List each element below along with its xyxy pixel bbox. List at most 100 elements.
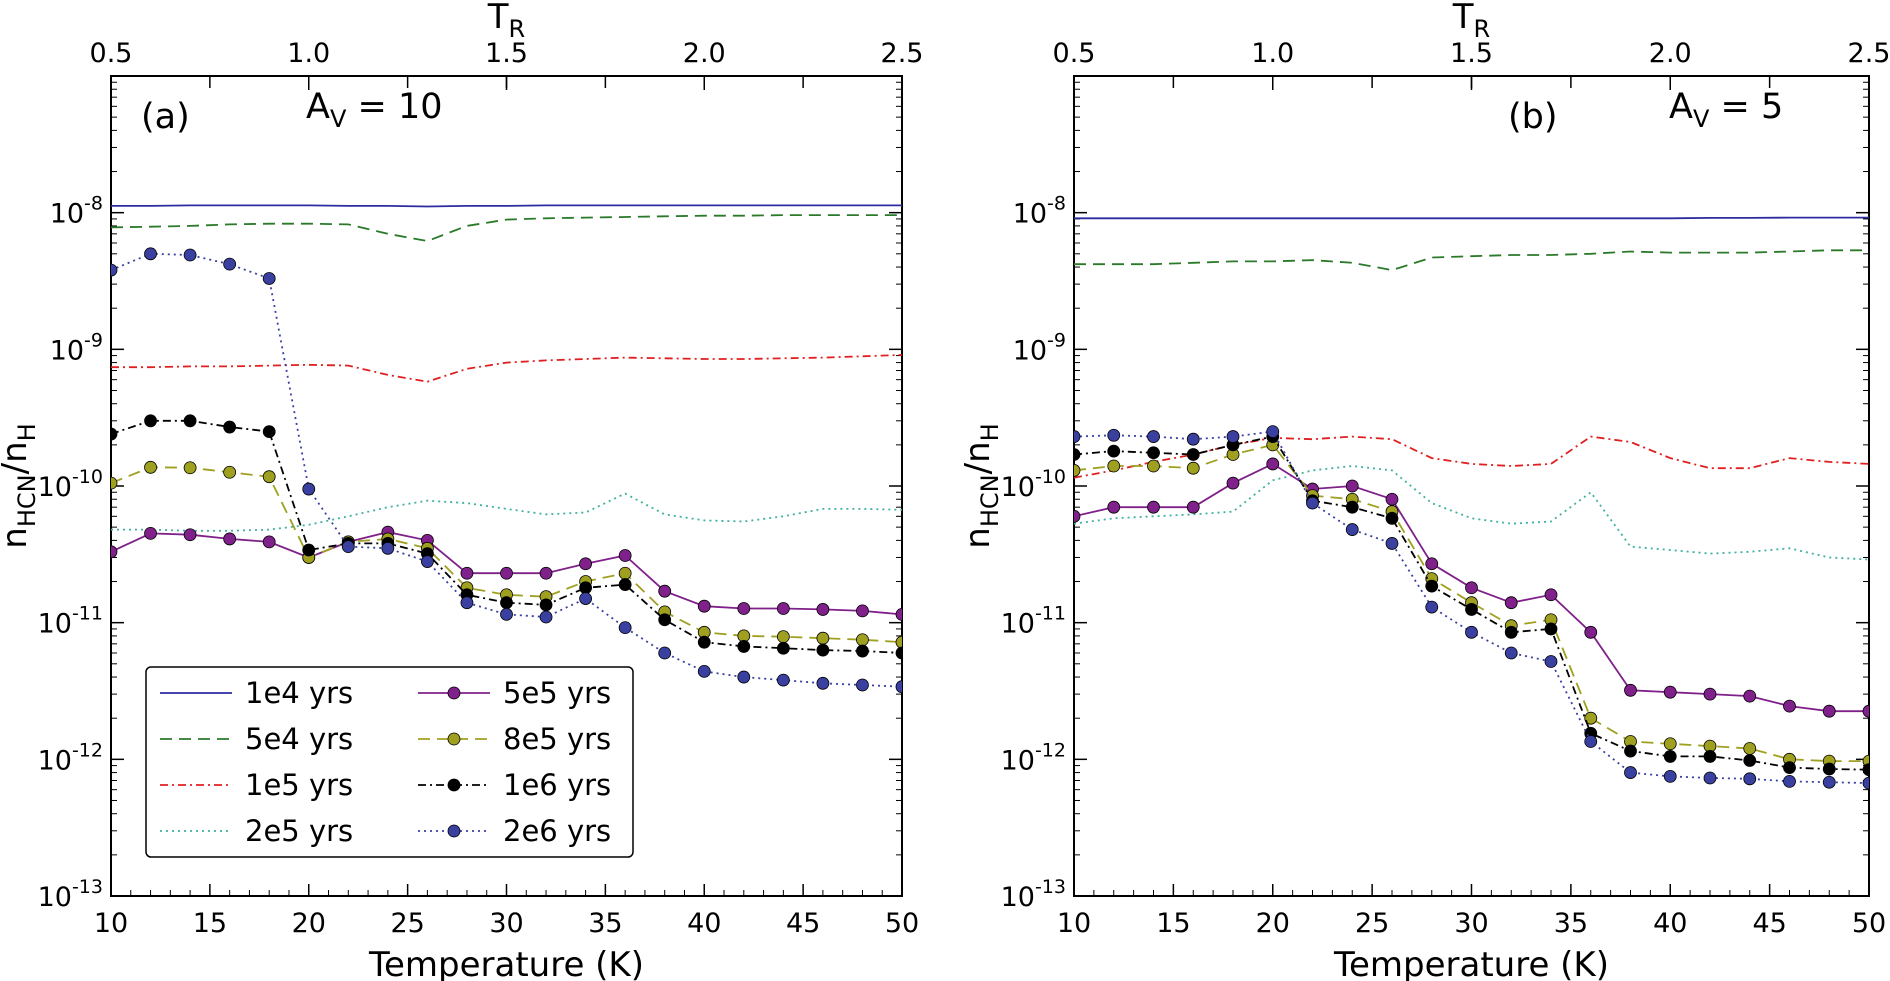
plot-area [111, 204, 902, 694]
panel-label: (a) [141, 97, 190, 137]
y-tick-label: 10-10 [38, 466, 103, 503]
x-tick-label: 50 [885, 908, 919, 939]
data-point [1703, 750, 1717, 763]
panel-label: (b) [1508, 97, 1558, 137]
data-point [1186, 500, 1200, 514]
data-point [1385, 492, 1399, 506]
data-point [1425, 600, 1439, 614]
legend-item: 2e5 yrs [160, 814, 353, 848]
data-point [1266, 457, 1280, 471]
data-point [262, 470, 276, 484]
series-2e6-yrs [1074, 425, 1869, 790]
series-line [1074, 435, 1869, 771]
top-tick-label: 0.5 [1053, 38, 1096, 69]
top-tick-label: 2.5 [881, 38, 924, 69]
data-point [737, 640, 751, 653]
data-point [460, 566, 474, 580]
x-tick-label: 45 [786, 908, 820, 939]
data-point [1147, 446, 1160, 460]
data-point [341, 540, 355, 554]
data-point [1147, 459, 1160, 473]
data-point [856, 644, 869, 658]
data-point [1743, 754, 1757, 767]
panel-a: 10 15 20 25 30 35 40 45 50 0.5 1.0 1.5 2.0 2.5 10-8 10-… [0, 0, 923, 981]
data-point [618, 578, 632, 591]
data-point [1624, 766, 1637, 779]
y-tick-label: 10-13 [38, 876, 103, 913]
data-point [1862, 763, 1869, 777]
data-point [816, 643, 830, 657]
y-tick-label: 10-10 [1001, 466, 1066, 503]
data-point [1345, 523, 1359, 536]
y-tick-label: 10-12 [1001, 739, 1066, 776]
x-tick-label: 35 [588, 908, 622, 939]
data-point [262, 425, 276, 439]
data-point [618, 621, 632, 635]
data-point [1147, 500, 1160, 514]
data-point [223, 257, 237, 271]
top-axis-title: TR [487, 0, 525, 43]
data-point [1186, 461, 1200, 475]
legend-box [145, 666, 634, 858]
data-point [1862, 776, 1869, 790]
top-tick-label: 2.5 [1848, 38, 1890, 69]
data-point [1663, 737, 1677, 751]
data-point [856, 633, 869, 647]
x-tick-label: 40 [687, 908, 721, 939]
data-point [816, 603, 830, 616]
x-tick-label: 30 [1454, 908, 1488, 939]
data-point [1584, 735, 1598, 748]
series-2e5-yrs [1074, 465, 1869, 561]
series-line [1074, 216, 1869, 220]
data-point [1345, 479, 1359, 493]
legend-label: 1e6 yrs [503, 768, 611, 802]
data-point [697, 635, 711, 649]
data-point [500, 607, 513, 621]
plot-area [1074, 216, 1869, 790]
data-point [1465, 581, 1478, 595]
data-point [1544, 588, 1558, 602]
av-annotation: AV = 10 [306, 87, 443, 133]
data-point [183, 414, 197, 428]
x-tick-label: 35 [1554, 908, 1588, 939]
top-tick-label: 2.0 [1649, 38, 1692, 69]
data-point [1074, 509, 1081, 523]
data-point [1703, 771, 1717, 785]
y-tick-label: 10-8 [1013, 193, 1066, 230]
data-point [1783, 699, 1796, 713]
data-point [539, 598, 553, 612]
data-point [144, 460, 157, 474]
legend-label: 1e4 yrs [245, 676, 353, 710]
data-point [1504, 646, 1518, 660]
data-point [816, 631, 830, 645]
series-line [1074, 249, 1869, 272]
series-5e4-yrs [1074, 249, 1869, 272]
x-tick-label: 45 [1752, 908, 1786, 939]
data-point [1822, 775, 1836, 789]
series-2e6-yrs [111, 247, 902, 694]
data-point [1743, 689, 1757, 703]
data-point [1783, 774, 1796, 788]
top-tick-label: 1.0 [287, 38, 330, 69]
legend: 1e4 yrs 5e4 yrs 1e5 yrs 2e5 yrs 5e5 yrs 8e5 y… [145, 666, 634, 858]
data-point [183, 248, 197, 262]
data-point [776, 630, 790, 644]
data-point [856, 604, 869, 618]
legend-label: 1e5 yrs [245, 768, 353, 802]
data-point [539, 610, 553, 624]
data-point [1186, 448, 1200, 461]
data-point [1624, 744, 1637, 758]
x-tick-label: 20 [292, 908, 326, 939]
data-point [1107, 500, 1121, 514]
data-point [776, 641, 790, 655]
data-point [111, 476, 118, 490]
data-point [737, 602, 751, 615]
data-point [1743, 772, 1757, 786]
series-2e5-yrs [111, 492, 902, 532]
x-tick-label: 50 [1852, 908, 1886, 939]
top-axis-title: TR [1452, 0, 1490, 43]
series-8e5-yrs [1074, 438, 1869, 768]
series-1e5-yrs [1074, 435, 1869, 479]
data-point [737, 670, 751, 684]
data-point [223, 532, 237, 546]
